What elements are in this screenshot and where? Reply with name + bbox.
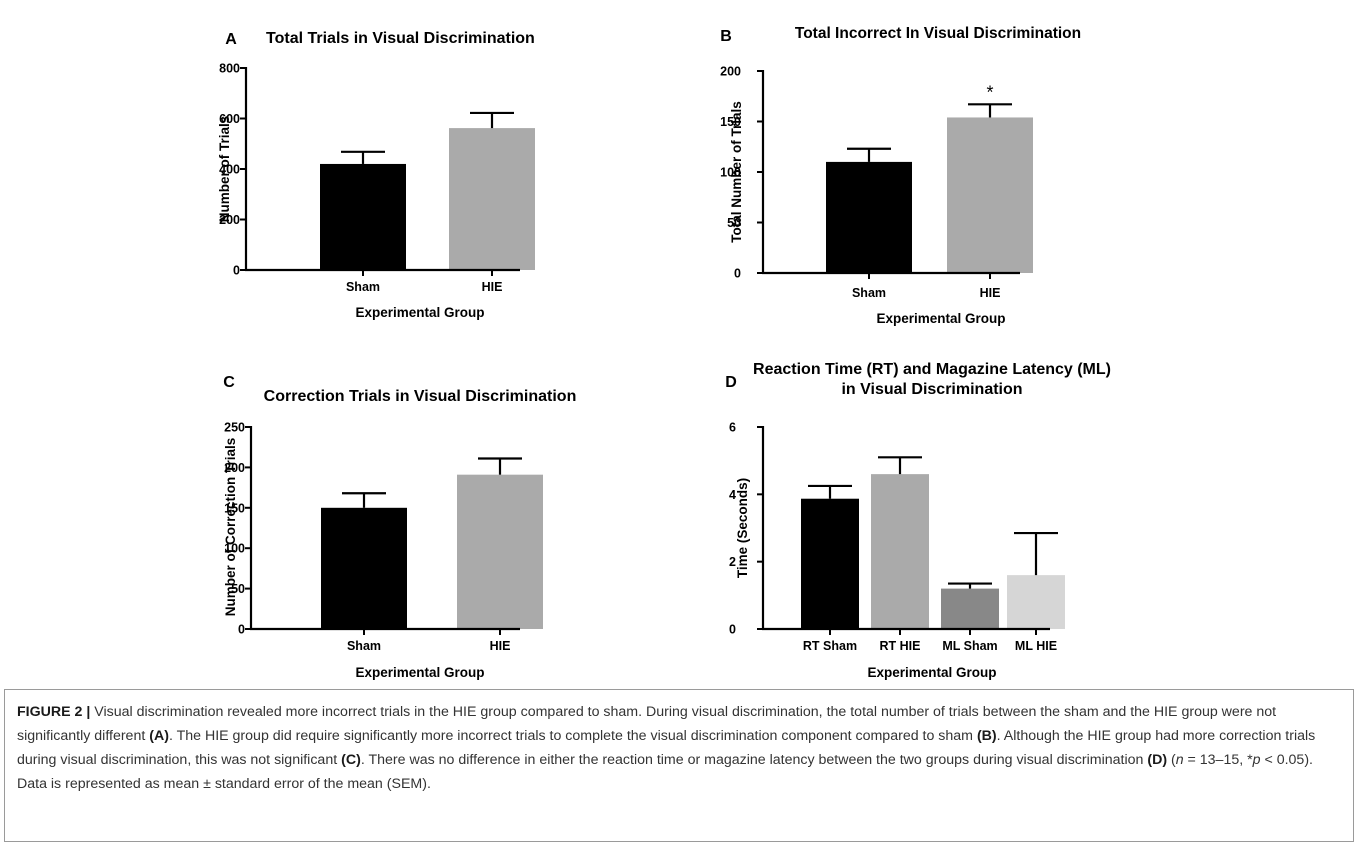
- bar: [826, 161, 912, 273]
- y-tick-label: 400: [219, 163, 240, 177]
- panel-c: C Correction Trials in Visual Discriminat…: [223, 374, 576, 680]
- caption-text: = 13–15, *: [1183, 752, 1253, 768]
- bar: [1007, 575, 1065, 629]
- y-tick-label: 2: [729, 555, 736, 569]
- y-tick-label: 250: [224, 421, 245, 435]
- y-tick-label: 4: [729, 488, 736, 502]
- caption-text: Visual discrimination revealed more inco…: [17, 704, 1277, 744]
- caption-ref-d: (D): [1147, 752, 1168, 768]
- x-axis-label: Experimental Group: [355, 305, 484, 320]
- caption-text: < 0.05). Data is represented as mean ± s…: [17, 752, 1313, 792]
- bar: [871, 474, 929, 629]
- bar: [321, 507, 407, 629]
- y-tick-label: 100: [720, 166, 741, 180]
- bar: [457, 474, 543, 629]
- caption-p: p: [1252, 752, 1261, 768]
- caption-ref-b: (B): [976, 728, 997, 744]
- significance-marker: *: [986, 82, 993, 102]
- x-axis-label: Experimental Group: [867, 665, 996, 680]
- panel-a: A Total Trials in Visual Discrimination 0 2…: [217, 30, 535, 320]
- panel-letter: D: [725, 374, 737, 391]
- x-tick-label: ML HIE: [1015, 639, 1057, 653]
- figure-caption: FIGURE 2 | Visual discrimination reveale…: [4, 689, 1354, 842]
- figure-2: A Total Trials in Visual Discrimination 0 2…: [217, 25, 1111, 680]
- x-tick-label: HIE: [482, 280, 503, 294]
- caption-ref-c: (C): [341, 752, 361, 768]
- y-tick-label: 200: [219, 213, 240, 227]
- chart-title-line: Reaction Time (RT) and Magazine Latency …: [753, 361, 1111, 378]
- x-tick-label: RT Sham: [803, 639, 857, 653]
- y-axis-label: Number of Correction Trials: [223, 438, 238, 617]
- chart-title: Total Trials in Visual Discrimination: [266, 30, 535, 47]
- chart-title: Correction Trials in Visual Discriminati…: [264, 388, 577, 405]
- y-tick-label: 200: [224, 461, 245, 475]
- chart-title-line: in Visual Discrimination: [841, 381, 1022, 398]
- y-tick-label: 0: [734, 267, 741, 281]
- bar: [941, 588, 999, 629]
- y-tick-label: 100: [224, 542, 245, 556]
- y-tick-label: 0: [233, 264, 240, 278]
- panel-letter: C: [223, 374, 235, 391]
- chart-title-line: Total Trials in Visual Discrimination: [266, 30, 535, 47]
- y-tick-label: 800: [219, 62, 240, 76]
- x-tick-label: Sham: [346, 280, 380, 294]
- y-tick-label: 200: [720, 65, 741, 79]
- chart-title: Total Incorrect In Visual Discrimination: [795, 25, 1081, 42]
- y-axis-label: Number of Trials: [217, 116, 232, 223]
- x-tick-label: HIE: [980, 286, 1001, 300]
- caption-text: . Although the HIE group had more correc…: [17, 728, 1316, 768]
- y-tick-label: 50: [727, 216, 741, 230]
- y-tick-label: 50: [231, 582, 245, 596]
- bar: [320, 163, 406, 270]
- chart-title-line: Total Incorrect In Visual Discrimination: [795, 25, 1081, 42]
- x-tick-label: Sham: [347, 639, 381, 653]
- y-tick-label: 150: [720, 115, 741, 129]
- x-axis-label: Experimental Group: [876, 311, 1005, 326]
- y-tick-label: 150: [224, 501, 245, 515]
- caption-label: FIGURE 2 |: [17, 704, 91, 720]
- x-axis-label: Experimental Group: [355, 665, 484, 680]
- y-tick-label: 6: [729, 421, 736, 435]
- x-tick-label: Sham: [852, 286, 886, 300]
- y-axis-label: Total Number of Trials: [729, 101, 744, 243]
- chart-title: Reaction Time (RT) and Magazine Latency …: [753, 361, 1111, 398]
- bar: [449, 128, 535, 270]
- caption-text: . There was no difference in either the …: [360, 752, 1148, 768]
- chart-title-line: Correction Trials in Visual Discriminati…: [264, 388, 577, 405]
- bar: [947, 117, 1033, 274]
- panel-d: D Reaction Time (RT) and Magazine Latency…: [725, 361, 1111, 680]
- caption-n: n: [1175, 752, 1184, 768]
- y-tick-label: 0: [729, 623, 736, 637]
- bar: [801, 498, 859, 629]
- x-tick-label: ML Sham: [942, 639, 997, 653]
- y-tick-label: 600: [219, 112, 240, 126]
- panel-letter: B: [720, 28, 732, 45]
- panel-letter: A: [225, 31, 237, 48]
- caption-text: . The HIE group did require significantl…: [168, 728, 977, 744]
- x-tick-label: HIE: [490, 639, 511, 653]
- y-tick-label: 0: [238, 623, 245, 637]
- panel-b: B Total Incorrect In Visual Discriminatio…: [720, 25, 1081, 326]
- caption-ref-a: (A): [149, 728, 169, 744]
- y-axis-label: Time (Seconds): [735, 478, 750, 578]
- caption-text: (: [1167, 752, 1176, 768]
- x-tick-label: RT HIE: [880, 639, 921, 653]
